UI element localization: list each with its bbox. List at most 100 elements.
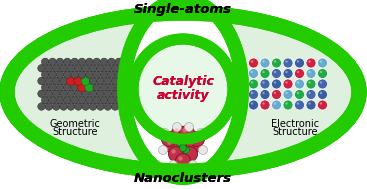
Circle shape <box>63 96 71 104</box>
Circle shape <box>82 90 90 98</box>
Circle shape <box>306 68 316 78</box>
Circle shape <box>45 64 53 72</box>
Circle shape <box>178 6 183 11</box>
Circle shape <box>77 83 87 92</box>
Circle shape <box>260 90 270 99</box>
Text: Nanoclusters: Nanoclusters <box>134 172 232 185</box>
Circle shape <box>182 128 187 133</box>
Circle shape <box>67 64 75 72</box>
Ellipse shape <box>124 0 242 178</box>
Circle shape <box>294 90 305 99</box>
Circle shape <box>317 79 327 89</box>
Circle shape <box>41 71 49 78</box>
Circle shape <box>274 71 276 73</box>
Circle shape <box>56 96 64 104</box>
Circle shape <box>52 90 60 98</box>
Circle shape <box>171 125 186 140</box>
Circle shape <box>104 77 112 85</box>
Circle shape <box>189 160 197 170</box>
Text: Geometric: Geometric <box>50 119 101 129</box>
Circle shape <box>251 81 253 84</box>
Circle shape <box>49 58 57 66</box>
Circle shape <box>179 125 195 140</box>
Circle shape <box>111 103 119 110</box>
Circle shape <box>111 77 119 85</box>
Circle shape <box>306 90 316 99</box>
Circle shape <box>52 103 60 110</box>
Circle shape <box>86 58 93 66</box>
Text: Structure: Structure <box>52 127 98 137</box>
Circle shape <box>60 103 68 110</box>
Text: activity: activity <box>157 88 209 101</box>
Circle shape <box>115 71 123 78</box>
Circle shape <box>192 134 197 139</box>
Circle shape <box>75 103 82 110</box>
Circle shape <box>82 103 90 110</box>
Circle shape <box>248 100 258 110</box>
Circle shape <box>297 71 299 73</box>
Circle shape <box>89 103 97 110</box>
Circle shape <box>115 58 123 66</box>
Circle shape <box>159 146 167 154</box>
Circle shape <box>41 96 49 104</box>
Circle shape <box>283 90 293 99</box>
Circle shape <box>93 58 101 66</box>
Circle shape <box>196 129 206 138</box>
Circle shape <box>186 138 201 153</box>
Circle shape <box>67 103 75 110</box>
Circle shape <box>108 58 115 66</box>
Circle shape <box>100 71 108 78</box>
Ellipse shape <box>7 13 359 171</box>
Circle shape <box>262 102 265 105</box>
Circle shape <box>297 81 299 84</box>
Circle shape <box>75 90 82 98</box>
Circle shape <box>297 60 299 63</box>
Circle shape <box>272 68 281 78</box>
Circle shape <box>294 79 305 89</box>
Circle shape <box>86 71 93 78</box>
Circle shape <box>308 81 311 84</box>
Circle shape <box>168 160 178 170</box>
Circle shape <box>89 90 97 98</box>
Circle shape <box>108 84 115 91</box>
Text: Single-atoms: Single-atoms <box>134 3 232 16</box>
Circle shape <box>189 140 194 145</box>
Circle shape <box>317 100 327 110</box>
Circle shape <box>38 77 45 85</box>
Text: Electronic: Electronic <box>271 119 319 129</box>
Circle shape <box>308 102 311 105</box>
Ellipse shape <box>130 6 236 172</box>
Circle shape <box>41 84 49 91</box>
Circle shape <box>283 100 293 110</box>
Circle shape <box>251 71 253 73</box>
Circle shape <box>178 156 183 161</box>
Ellipse shape <box>7 13 359 171</box>
Circle shape <box>78 71 86 78</box>
Circle shape <box>97 90 104 98</box>
Circle shape <box>49 96 57 104</box>
Circle shape <box>174 128 179 133</box>
Circle shape <box>164 138 179 153</box>
Circle shape <box>60 90 68 98</box>
Circle shape <box>38 90 45 98</box>
Circle shape <box>272 58 281 68</box>
Circle shape <box>111 90 119 98</box>
Text: Single-atoms: Single-atoms <box>134 3 232 16</box>
Circle shape <box>45 90 53 98</box>
Circle shape <box>283 68 293 78</box>
Circle shape <box>185 122 193 132</box>
Circle shape <box>100 58 108 66</box>
Circle shape <box>306 100 316 110</box>
Circle shape <box>78 58 86 66</box>
Circle shape <box>285 102 288 105</box>
Circle shape <box>272 79 281 89</box>
Circle shape <box>175 153 190 169</box>
Circle shape <box>93 84 101 91</box>
Circle shape <box>285 92 288 94</box>
Circle shape <box>320 102 322 105</box>
Circle shape <box>108 71 115 78</box>
Circle shape <box>199 146 207 154</box>
Circle shape <box>41 58 49 66</box>
Circle shape <box>294 100 305 110</box>
Circle shape <box>251 92 253 94</box>
